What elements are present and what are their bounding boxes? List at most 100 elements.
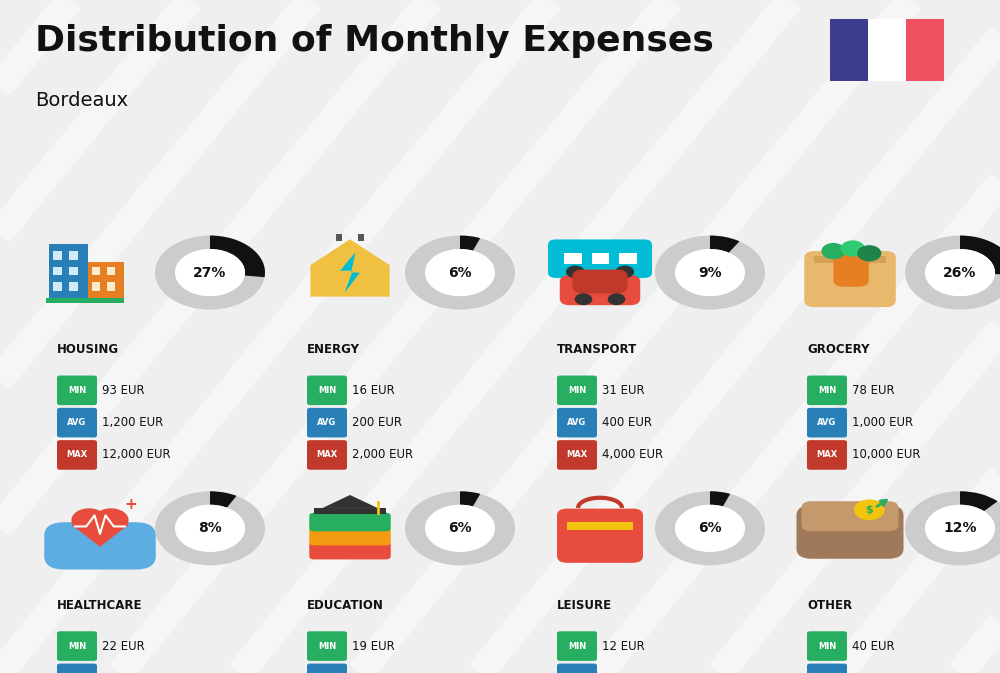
FancyBboxPatch shape xyxy=(88,262,124,301)
FancyBboxPatch shape xyxy=(557,440,597,470)
Text: Bordeaux: Bordeaux xyxy=(35,91,128,110)
FancyBboxPatch shape xyxy=(309,541,391,559)
Text: 1,000 EUR: 1,000 EUR xyxy=(852,416,913,429)
Wedge shape xyxy=(210,236,265,277)
FancyBboxPatch shape xyxy=(307,440,347,470)
Polygon shape xyxy=(310,240,390,297)
Wedge shape xyxy=(460,236,480,250)
Text: 9%: 9% xyxy=(698,266,722,279)
Circle shape xyxy=(925,505,995,552)
Text: HEALTHCARE: HEALTHCARE xyxy=(57,599,143,612)
Text: 240 EUR: 240 EUR xyxy=(352,672,402,673)
FancyBboxPatch shape xyxy=(53,267,62,275)
Text: AVG: AVG xyxy=(567,418,587,427)
FancyBboxPatch shape xyxy=(57,631,97,661)
Text: 530 EUR: 530 EUR xyxy=(852,672,902,673)
Wedge shape xyxy=(210,491,236,507)
Text: TRANSPORT: TRANSPORT xyxy=(557,343,637,356)
FancyBboxPatch shape xyxy=(307,664,347,673)
Text: 1,200 EUR: 1,200 EUR xyxy=(102,416,163,429)
Circle shape xyxy=(854,499,885,520)
FancyBboxPatch shape xyxy=(804,251,896,307)
FancyBboxPatch shape xyxy=(336,234,342,241)
FancyBboxPatch shape xyxy=(557,376,597,405)
Text: 6%: 6% xyxy=(698,522,722,535)
FancyBboxPatch shape xyxy=(92,267,100,275)
Text: 6%: 6% xyxy=(448,522,472,535)
Text: Distribution of Monthly Expenses: Distribution of Monthly Expenses xyxy=(35,24,714,58)
FancyBboxPatch shape xyxy=(314,507,386,514)
Text: $: $ xyxy=(865,505,873,515)
FancyBboxPatch shape xyxy=(797,505,904,559)
FancyBboxPatch shape xyxy=(358,234,364,241)
FancyBboxPatch shape xyxy=(307,631,347,661)
Text: MIN: MIN xyxy=(818,641,836,651)
Polygon shape xyxy=(71,525,129,546)
FancyBboxPatch shape xyxy=(307,376,347,405)
Text: 12 EUR: 12 EUR xyxy=(602,639,645,653)
FancyBboxPatch shape xyxy=(572,270,628,293)
Circle shape xyxy=(425,249,495,296)
Wedge shape xyxy=(655,491,765,565)
FancyBboxPatch shape xyxy=(53,282,62,291)
FancyBboxPatch shape xyxy=(57,408,97,437)
Text: 160 EUR: 160 EUR xyxy=(602,672,652,673)
FancyBboxPatch shape xyxy=(49,244,88,301)
Text: MIN: MIN xyxy=(568,386,586,395)
Text: 19 EUR: 19 EUR xyxy=(352,639,395,653)
Text: MIN: MIN xyxy=(318,641,336,651)
Text: MIN: MIN xyxy=(68,641,86,651)
Text: 12,000 EUR: 12,000 EUR xyxy=(102,448,171,462)
FancyBboxPatch shape xyxy=(619,252,637,264)
Polygon shape xyxy=(340,252,360,293)
Text: MIN: MIN xyxy=(318,386,336,395)
FancyBboxPatch shape xyxy=(802,501,899,532)
Wedge shape xyxy=(655,236,765,310)
Text: AVG: AVG xyxy=(817,418,837,427)
Wedge shape xyxy=(460,491,480,506)
Wedge shape xyxy=(155,236,265,310)
FancyBboxPatch shape xyxy=(868,19,906,81)
FancyBboxPatch shape xyxy=(107,267,115,275)
Circle shape xyxy=(425,505,495,552)
Text: +: + xyxy=(124,497,137,511)
Circle shape xyxy=(175,505,245,552)
FancyBboxPatch shape xyxy=(833,253,869,287)
FancyBboxPatch shape xyxy=(57,664,97,673)
Circle shape xyxy=(841,240,865,256)
Text: ENERGY: ENERGY xyxy=(307,343,360,356)
FancyBboxPatch shape xyxy=(807,664,847,673)
Wedge shape xyxy=(960,236,1000,275)
FancyBboxPatch shape xyxy=(557,664,597,673)
Text: 40 EUR: 40 EUR xyxy=(852,639,895,653)
Text: 200 EUR: 200 EUR xyxy=(352,416,402,429)
FancyBboxPatch shape xyxy=(69,267,78,275)
Text: 78 EUR: 78 EUR xyxy=(852,384,895,397)
Text: 16 EUR: 16 EUR xyxy=(352,384,395,397)
Wedge shape xyxy=(905,236,1000,310)
Wedge shape xyxy=(710,236,739,252)
Text: LEISURE: LEISURE xyxy=(557,599,612,612)
Text: 26%: 26% xyxy=(943,266,977,279)
Text: GROCERY: GROCERY xyxy=(807,343,870,356)
FancyBboxPatch shape xyxy=(560,275,640,306)
Text: OTHER: OTHER xyxy=(807,599,852,612)
Text: 10,000 EUR: 10,000 EUR xyxy=(852,448,921,462)
FancyBboxPatch shape xyxy=(69,282,78,291)
Text: EDUCATION: EDUCATION xyxy=(307,599,384,612)
Text: MAX: MAX xyxy=(316,450,338,460)
Wedge shape xyxy=(405,236,515,310)
Text: AVG: AVG xyxy=(67,418,87,427)
Text: HOUSING: HOUSING xyxy=(57,343,119,356)
Text: 400 EUR: 400 EUR xyxy=(602,416,652,429)
FancyBboxPatch shape xyxy=(557,631,597,661)
Text: AVG: AVG xyxy=(317,418,337,427)
Circle shape xyxy=(821,243,846,259)
FancyBboxPatch shape xyxy=(807,440,847,470)
FancyBboxPatch shape xyxy=(57,376,97,405)
Circle shape xyxy=(71,508,107,532)
Text: 12%: 12% xyxy=(943,522,977,535)
Circle shape xyxy=(675,505,745,552)
Circle shape xyxy=(857,245,881,262)
Circle shape xyxy=(575,293,592,305)
